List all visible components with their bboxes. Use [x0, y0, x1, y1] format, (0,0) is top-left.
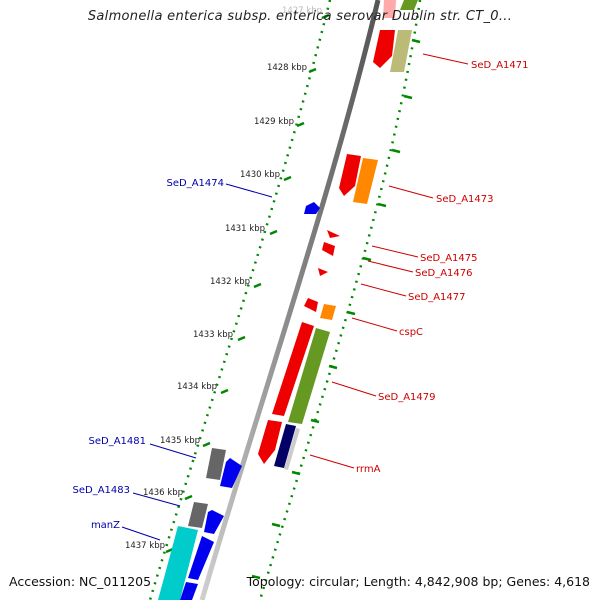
tick-mark [184, 494, 193, 501]
gene-sed-a1481-b[interactable] [220, 458, 242, 488]
gene-rrma-c[interactable] [284, 428, 300, 470]
tick-mark [253, 282, 262, 289]
gene-sed-a1473-a[interactable] [339, 154, 361, 196]
tick-mark [237, 335, 246, 342]
gene-sed-a1477-b[interactable] [304, 298, 318, 312]
tick-mark [269, 229, 278, 236]
gene-labels-left: SeD_A1474 SeD_A1481 SeD_A1483 manZ [73, 178, 225, 531]
callout-line [371, 245, 419, 258]
callout-line [225, 183, 273, 198]
tick-mark [291, 470, 301, 476]
tick-mark [362, 256, 372, 262]
map-title: Salmonella enterica subsp. enterica sero… [87, 9, 513, 24]
callout-line [121, 526, 161, 541]
gene-label[interactable]: SeD_A1471 [471, 60, 529, 71]
gene-top-partial-2[interactable] [383, 0, 396, 18]
gene-manz-c[interactable] [180, 582, 198, 600]
gene-label[interactable]: SeD_A1479 [378, 392, 436, 403]
inner-track-marks [251, 38, 421, 580]
tick-label: 1428 kbp [267, 63, 307, 73]
gene-sed-a1476[interactable] [322, 242, 335, 256]
tick-labels: 1427 kbp 1428 kbp 1429 kbp 1430 kbp 1431… [125, 6, 322, 551]
tick-mark [411, 38, 421, 44]
callout-line [422, 53, 469, 65]
gene-sed-a1475[interactable] [327, 230, 340, 238]
tick-mark [403, 94, 413, 100]
tick-label: 1432 kbp [210, 277, 250, 287]
genome-backbone [199, 0, 381, 601]
gene-labels-right: SeD_A1471 SeD_A1473 SeD_A1475 SeD_A1476 … [356, 60, 529, 475]
tick-mark [202, 441, 211, 448]
gene-label[interactable]: cspC [399, 327, 423, 338]
tick-mark [391, 148, 401, 154]
gene-sed-a1477[interactable] [318, 268, 328, 276]
tick-mark [271, 522, 281, 528]
callout-line [351, 317, 398, 332]
callout-line [149, 443, 197, 459]
gene-label[interactable]: SeD_A1477 [408, 292, 466, 303]
accession-text: Accession: NC_011205 [9, 574, 152, 589]
tick-mark [321, 13, 330, 20]
gene-label[interactable]: SeD_A1475 [420, 253, 478, 264]
outer-dotted-track [148, 0, 332, 601]
tick-mark [283, 175, 292, 182]
gene-rrma-b[interactable] [274, 424, 296, 468]
gene-top-partial[interactable] [400, 0, 418, 10]
tick-mark [296, 121, 305, 128]
callout-lines [121, 53, 469, 541]
tick-mark [328, 364, 338, 370]
gene-label[interactable]: SeD_A1474 [167, 178, 225, 189]
gene-sed-a1479-a[interactable] [272, 322, 314, 416]
genome-summary-text: Topology: circular; Length: 4,842,908 bp… [246, 574, 590, 589]
gene-label[interactable]: SeD_A1476 [415, 268, 473, 279]
inner-dotted-track [258, 0, 422, 601]
tick-label: 1427 kbp [282, 6, 322, 16]
tick-label: 1429 kbp [254, 117, 294, 127]
tick-mark [377, 202, 387, 208]
gene-sed-a1473-b[interactable] [353, 158, 378, 204]
tick-label: 1435 kbp [160, 436, 200, 446]
gene-sed-a1474[interactable] [304, 202, 320, 214]
callout-line [367, 260, 414, 273]
gene-label[interactable]: SeD_A1473 [436, 194, 494, 205]
gene-sed-a1483-a[interactable] [188, 502, 208, 528]
tick-label: 1434 kbp [177, 382, 217, 392]
gene-label[interactable]: SeD_A1483 [73, 485, 131, 496]
tick-mark [346, 310, 356, 316]
callout-line [331, 381, 377, 397]
gene-label[interactable]: manZ [91, 520, 120, 531]
gene-label[interactable]: rrmA [356, 464, 381, 475]
callout-line [309, 454, 355, 469]
gene-label[interactable]: SeD_A1481 [89, 436, 147, 447]
callout-line [388, 185, 434, 199]
tick-label: 1436 kbp [143, 488, 183, 498]
forward-genes [258, 0, 418, 470]
tick-label: 1431 kbp [225, 224, 265, 234]
callout-line [132, 492, 181, 507]
tick-marks [165, 13, 330, 554]
tick-label: 1433 kbp [193, 330, 233, 340]
tick-mark [220, 388, 229, 395]
tick-label: 1430 kbp [240, 170, 280, 180]
gene-sed-a1479-b[interactable] [288, 328, 330, 424]
tick-label: 1437 kbp [125, 541, 165, 551]
gene-sed-a1483-b[interactable] [204, 510, 224, 534]
tick-mark [251, 574, 261, 580]
gene-manz-b[interactable] [188, 536, 214, 580]
reverse-genes [158, 202, 320, 600]
gene-rrma-a[interactable] [258, 420, 282, 464]
gene-manz-a[interactable] [158, 526, 198, 600]
gene-sed-a1472[interactable] [390, 30, 412, 72]
tick-mark [308, 67, 317, 74]
gene-cspc[interactable] [320, 304, 336, 320]
tick-mark [310, 418, 320, 424]
gene-sed-a1471[interactable] [373, 30, 395, 68]
gene-sed-a1481-a[interactable] [206, 448, 226, 480]
callout-line [360, 283, 407, 297]
